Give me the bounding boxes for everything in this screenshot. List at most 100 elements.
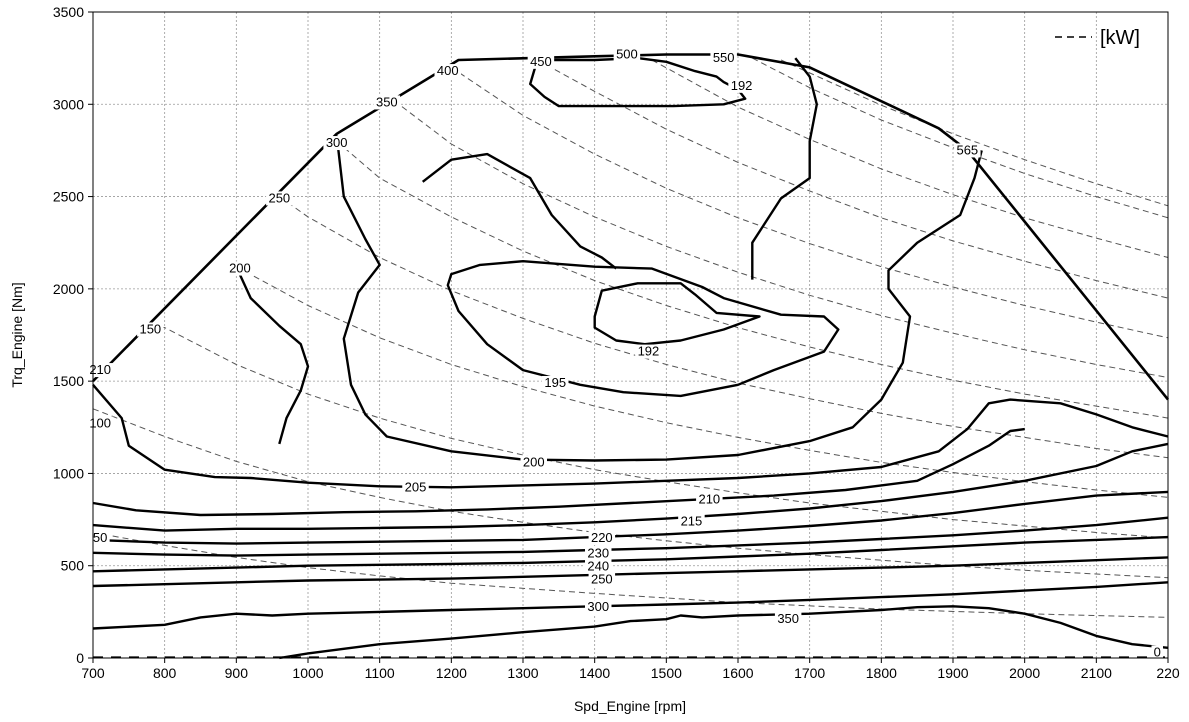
bsfc-contour-192: [529, 56, 747, 108]
contour-label: 192: [731, 78, 753, 93]
bsfc-contour-350: [279, 605, 1169, 660]
x-tick-label: 220: [1156, 665, 1180, 681]
contour-label: 50: [93, 530, 107, 545]
contour-label-bg: [86, 416, 114, 431]
x-tick-label: 1400: [579, 665, 610, 681]
contour-label-bg: [323, 136, 350, 151]
contour-label-bg: [710, 51, 737, 66]
grid: [93, 12, 1168, 658]
bsfc-contour-215: [92, 442, 1169, 532]
power-line-450kw: [537, 59, 1169, 299]
contour-label: 150: [139, 321, 161, 336]
x-tick-label: 1900: [937, 665, 968, 681]
contour-label-bg: [774, 612, 802, 627]
bsfc-contour-200: [751, 57, 818, 280]
legend-label: [kW]: [1100, 27, 1140, 49]
y-tick-label: 2500: [53, 189, 84, 205]
y-tick-label: 1000: [53, 465, 84, 481]
bsfc-contour-300: [92, 581, 1169, 630]
contour-label-bg: [635, 344, 662, 359]
x-tick-label: 1000: [292, 665, 323, 681]
x-tick-label: 900: [225, 665, 249, 681]
y-tick-label: 3000: [53, 96, 84, 112]
x-tick-label: 1600: [722, 665, 753, 681]
x-tick-label: 1200: [436, 665, 467, 681]
bsfc-contour-210: [92, 427, 1025, 517]
contour-label-bg: [585, 600, 612, 615]
contour-label-bg: [585, 559, 612, 574]
contour-label: 192: [638, 344, 660, 359]
x-tick-label: 1300: [507, 665, 538, 681]
contour-label: 250: [268, 190, 290, 205]
contour-label: 100: [89, 416, 111, 431]
contour-label-bg: [678, 514, 705, 529]
bsfc-contour-200: [335, 135, 983, 462]
contour-label: 565: [956, 142, 978, 157]
contour-label-bg: [613, 47, 641, 62]
contour-label-bg: [137, 322, 164, 337]
contour-label: 0: [1154, 644, 1161, 659]
bsfc-contour-192: [593, 282, 761, 346]
contour-label: 300: [587, 599, 609, 614]
power-line-250kw: [279, 196, 1169, 459]
contour-label: 500: [616, 46, 638, 61]
contour-label-bg: [585, 546, 612, 561]
contour-label-bg: [402, 480, 429, 495]
contour-label: 200: [523, 454, 545, 469]
contour-labels: 1921921952002052102152202302402503003500…: [86, 46, 1163, 660]
contour-label-bg: [588, 572, 616, 587]
x-tick-label: 800: [153, 665, 177, 681]
contour-label-bg: [588, 531, 616, 546]
contour-label-bg: [954, 143, 981, 158]
contour-label: 200: [229, 261, 251, 276]
contour-label-bg: [86, 363, 114, 378]
contour-label-bg: [728, 78, 755, 93]
contour-label: 450: [530, 54, 552, 69]
plot-frame: [92, 11, 1169, 659]
contour-label: 195: [544, 375, 566, 390]
contour-label-bg: [90, 531, 110, 546]
contour-label-bg: [520, 455, 547, 470]
contour-label-bg: [226, 261, 254, 276]
power-line-550kw: [752, 57, 1169, 219]
y-axis-title: Trq_Engine [Nm]: [9, 282, 25, 387]
legend: [kW]: [1055, 27, 1140, 49]
x-tick-label: 2000: [1009, 665, 1040, 681]
contour-label: 210: [89, 362, 111, 377]
x-axis-title: Spd_Engine [rpm]: [574, 698, 686, 714]
power-line-150kw: [150, 325, 1169, 539]
contour-label: 350: [777, 611, 799, 626]
power-line-200kw: [236, 266, 1169, 498]
contour-label: 230: [587, 546, 609, 561]
axis-ticks: 700 800 900 1000 1100 1200 1300 1400 1500 1600 170…: [53, 4, 1180, 681]
contour-label: 250: [591, 572, 613, 587]
contour-label-bg: [527, 54, 555, 69]
x-tick-label: 1500: [651, 665, 682, 681]
contour-label-bg: [1151, 645, 1163, 660]
contour-label: 220: [591, 530, 613, 545]
contour-label-bg: [696, 492, 723, 507]
y-tick-label: 500: [61, 558, 85, 574]
power-line-500kw: [651, 59, 1169, 258]
contour-label: 350: [376, 94, 398, 109]
contour-label: 550: [713, 50, 735, 65]
y-tick-label: 2000: [53, 281, 84, 297]
contour-label-bg: [542, 375, 569, 390]
x-tick-label: 1800: [866, 665, 897, 681]
power-line-400kw: [451, 66, 1169, 339]
contour-label-bg: [266, 191, 293, 206]
contour-label-bg: [373, 95, 401, 110]
bsfc-contour-205: [92, 384, 1169, 489]
bsfc-contour-200: [421, 152, 617, 270]
x-tick-label: 2100: [1081, 665, 1112, 681]
bsfc-contour-220: [92, 490, 1169, 545]
bsfc-contour-240: [92, 535, 1169, 573]
y-tick-label: 3500: [53, 4, 84, 20]
bsfc-contour-205: [235, 266, 310, 445]
contour-label: 300: [326, 135, 348, 150]
power-line-350kw: [393, 100, 1169, 378]
contour-label: 400: [437, 63, 459, 78]
contour-label: 205: [405, 479, 427, 494]
